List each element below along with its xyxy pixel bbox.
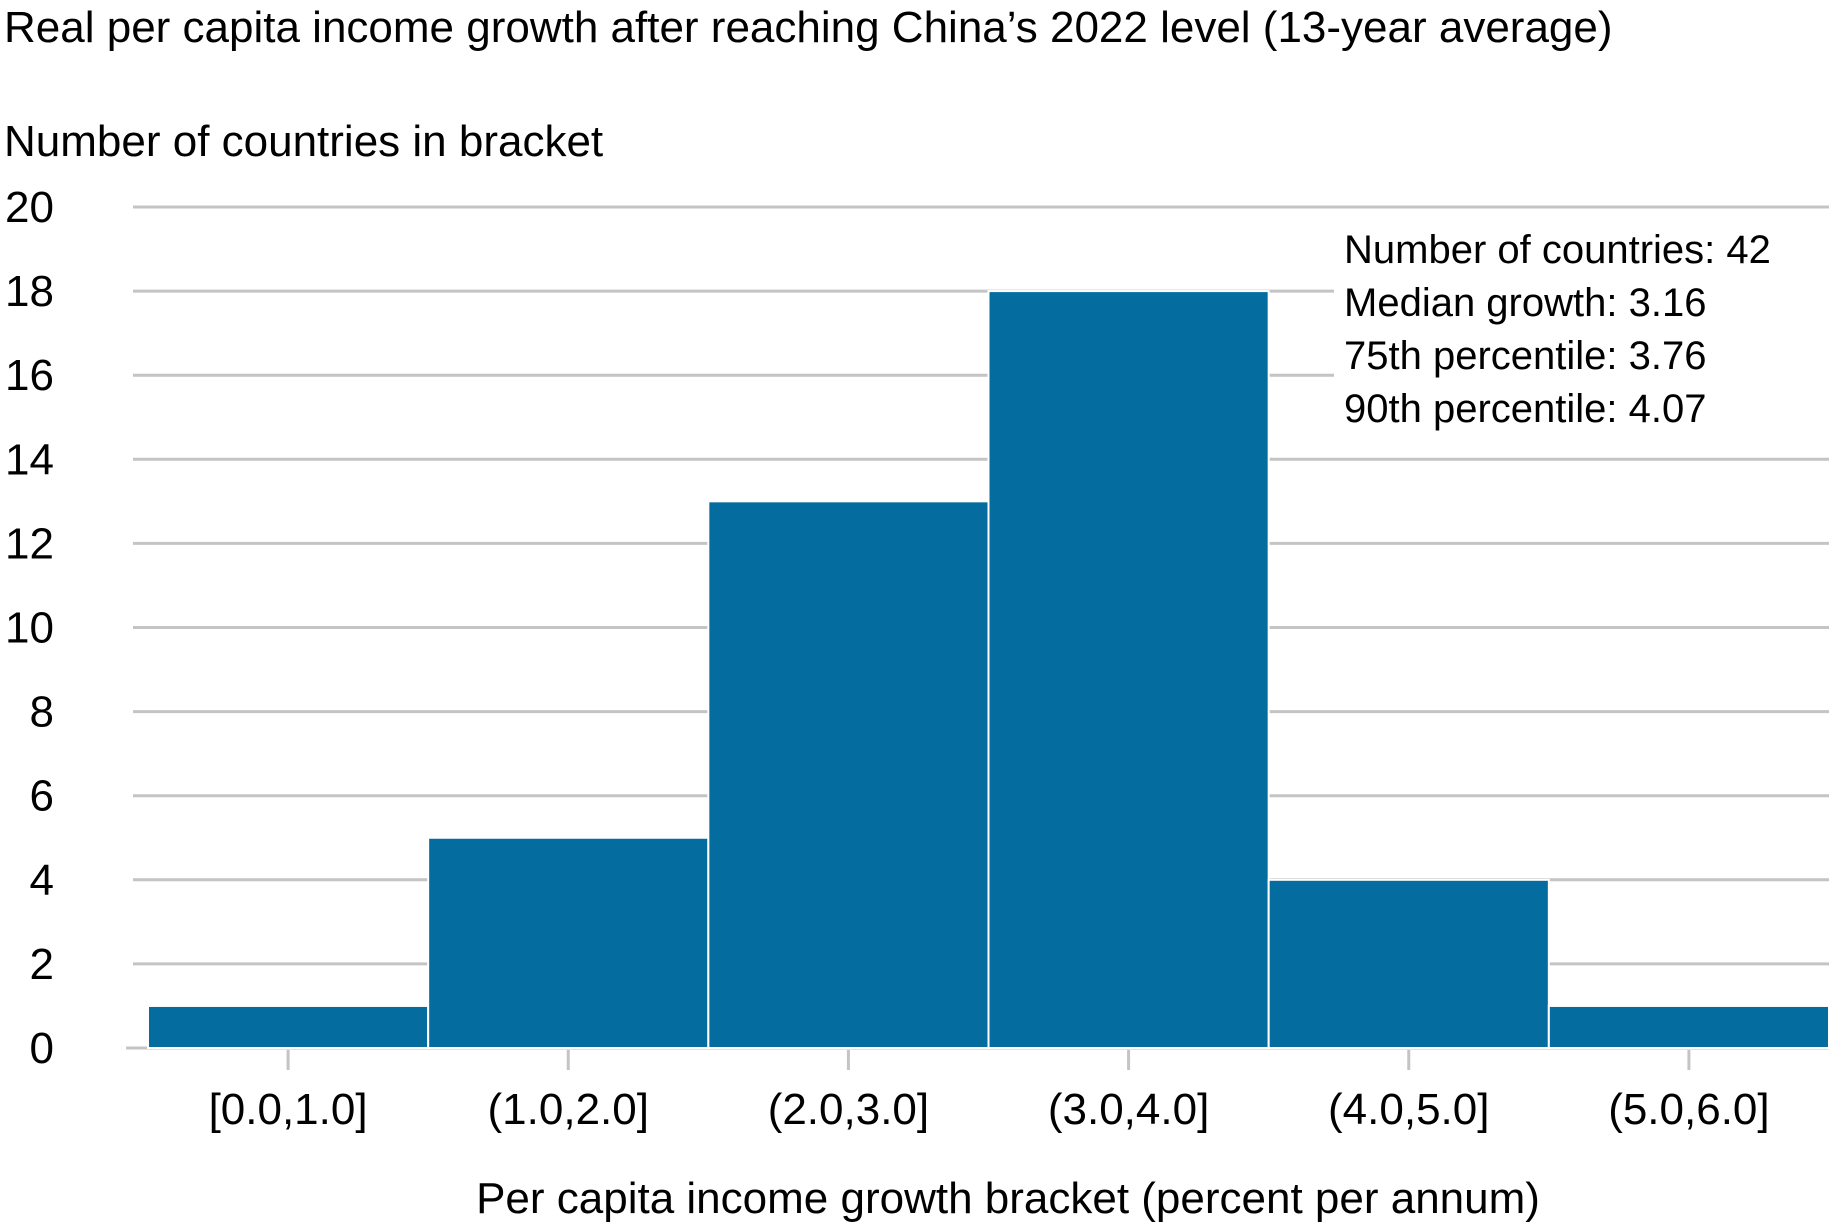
- y-tick-label: 18: [5, 267, 54, 316]
- y-tick-label: 8: [30, 688, 54, 737]
- x-tick-labels: [0.0,1.0] (1.0,2.0] (2.0,3.0] (3.0,4.0] (4.0…: [209, 1050, 1770, 1134]
- y-tick-label: 4: [30, 856, 54, 905]
- annotation-line: Number of countries: 42: [1344, 228, 1771, 272]
- x-tick-label: (3.0,4.0]: [1048, 1085, 1209, 1134]
- y-tick-label: 12: [5, 519, 54, 568]
- x-tick-label: (5.0,6.0]: [1608, 1085, 1769, 1134]
- bar: [707, 500, 990, 1050]
- bar: [1267, 878, 1550, 1049]
- bar: [427, 836, 710, 1049]
- bar: [147, 1004, 430, 1050]
- y-tick-label: 2: [30, 940, 54, 989]
- x-tick-label: [0.0,1.0]: [209, 1085, 368, 1134]
- y-tick-label: 16: [5, 351, 54, 400]
- bar: [987, 290, 1270, 1050]
- summary-annotations: Number of countries: 42 Median growth: 3.…: [1334, 226, 1829, 431]
- bar: [1547, 1004, 1831, 1050]
- y-tick-labels: 0 2 4 6 8 10 12 14 16 18 20: [5, 183, 54, 1073]
- y-axis-label: Number of countries in bracket: [4, 117, 603, 166]
- x-tick-label: (2.0,3.0]: [768, 1085, 929, 1134]
- annotation-background: [1334, 226, 1829, 426]
- y-tick-label: 6: [30, 772, 54, 821]
- y-tick-label: 20: [5, 183, 54, 232]
- annotation-line: Median growth: 3.16: [1344, 281, 1706, 325]
- annotation-line: 75th percentile: 3.76: [1344, 334, 1706, 378]
- annotation-line: 90th percentile: 4.07: [1344, 387, 1706, 431]
- x-axis-label: Per capita income growth bracket (percen…: [476, 1174, 1540, 1223]
- y-tick-label: 0: [30, 1024, 54, 1073]
- chart-title: Real per capita income growth after reac…: [4, 3, 1613, 52]
- y-tick-label: 10: [5, 604, 54, 653]
- x-tick-label: (1.0,2.0]: [488, 1085, 649, 1134]
- x-tick-label: (4.0,5.0]: [1328, 1085, 1489, 1134]
- bars: [147, 290, 1831, 1050]
- y-tick-label: 14: [5, 435, 54, 484]
